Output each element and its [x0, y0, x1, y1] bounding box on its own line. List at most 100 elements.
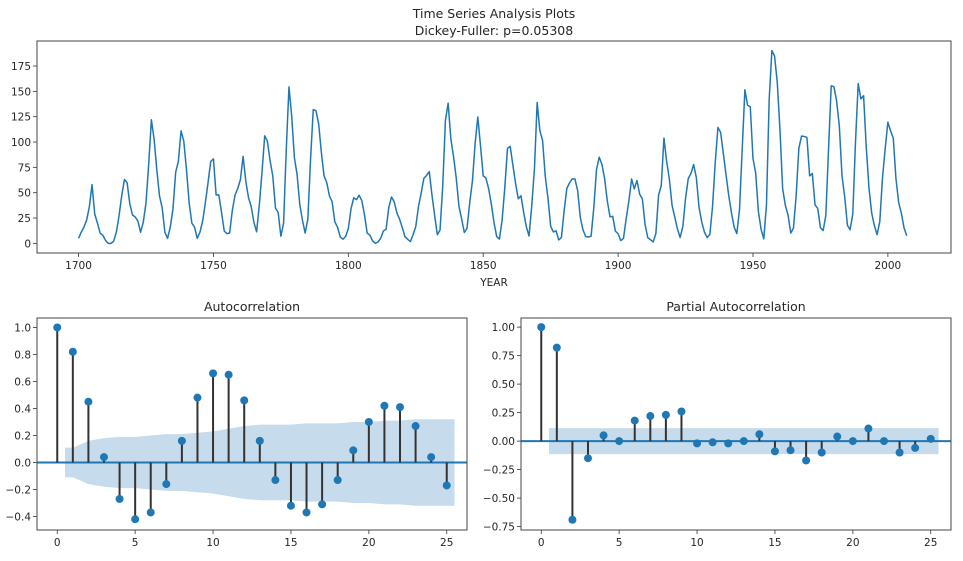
y-tick-label: 100 [11, 137, 31, 149]
stem-marker [911, 443, 920, 452]
stem-marker [770, 447, 779, 456]
stem-marker [427, 453, 436, 462]
stem-marker [864, 424, 873, 433]
stem-marker [537, 323, 546, 332]
y-tick-label: 1.00 [492, 322, 515, 334]
x-tick-label: 1750 [200, 260, 227, 272]
stem-marker [630, 416, 639, 425]
y-tick-label: 0.75 [492, 351, 515, 363]
stem-marker [84, 397, 93, 406]
x-tick-label: 1950 [740, 260, 767, 272]
y-tick-label: 75 [18, 162, 31, 174]
x-tick-label: 5 [616, 537, 623, 549]
stem-marker [926, 434, 935, 443]
acf-title: Autocorrelation [204, 299, 300, 314]
stem-marker [677, 407, 686, 416]
y-tick-label: −0.75 [483, 522, 515, 534]
stem-marker [364, 417, 373, 426]
figure-title: Time Series Analysis Plots [412, 6, 576, 21]
stem-marker [131, 515, 140, 524]
x-tick-label: 10 [206, 537, 219, 549]
x-tick-label: 15 [284, 537, 297, 549]
stem-marker [224, 370, 233, 379]
stem-marker [209, 369, 218, 378]
pacf-axes: 0 5 10 15 20 25 −0.75 −0.50 −0.25 0.00 0.25 0.50 0.7… [483, 317, 952, 549]
stem-marker [755, 430, 764, 439]
x-tick-label: 20 [846, 537, 859, 549]
y-tick-label: 0.25 [492, 408, 515, 420]
stem-marker [318, 500, 327, 509]
stem-marker [302, 508, 311, 517]
stem-marker [146, 508, 155, 517]
axes-frame [36, 317, 468, 531]
x-tick-label: 25 [924, 537, 937, 549]
y-tick-label: 150 [11, 86, 31, 98]
x-tick-label: 5 [132, 537, 139, 549]
y-tick-label: 175 [11, 61, 31, 73]
axes-frame [36, 40, 952, 254]
y-tick-label: 0.2 [14, 430, 31, 442]
y-tick-label: −0.50 [483, 493, 515, 505]
stem-marker [53, 323, 62, 332]
x-tick-label: 0 [538, 537, 545, 549]
y-tick-label: 0.6 [14, 376, 31, 388]
stem-marker [68, 347, 77, 356]
stem-marker [693, 439, 702, 448]
stem-marker [411, 422, 420, 431]
x-tick-label: 1850 [470, 260, 497, 272]
stem-marker [583, 454, 592, 463]
x-tick-label: 1800 [335, 260, 362, 272]
stem-marker [396, 403, 405, 412]
acf-axes: 0 5 10 15 20 25 −0.4 −0.2 0.0 0.2 0.4 0.6 0.8 1.0 [6, 317, 468, 549]
y-tick-label: −0.25 [483, 465, 515, 477]
stem-marker [99, 453, 108, 462]
stem-marker [724, 439, 733, 448]
stem-marker [802, 456, 811, 465]
y-tick-label: −0.4 [6, 511, 32, 523]
timeseries-axes: 1700 1750 1800 1850 1900 1950 2000 0 25 50 75 100 12… [11, 40, 952, 272]
stem-marker [552, 343, 561, 352]
stem-marker [708, 438, 717, 447]
y-tick-label: 0.8 [14, 349, 31, 361]
stem-marker [286, 501, 295, 510]
stem-marker [568, 515, 577, 524]
y-tick-label: 1.0 [14, 322, 31, 334]
stem-marker [661, 410, 670, 419]
stem-marker [880, 437, 889, 446]
stem-marker [786, 446, 795, 455]
x-tick-label: 15 [768, 537, 781, 549]
x-tick-label: 1700 [65, 260, 92, 272]
stem-marker [115, 494, 124, 503]
stem-marker [442, 481, 451, 490]
stem-marker [162, 480, 171, 489]
figure-subtitle: Dickey-Fuller: p=0.05308 [415, 23, 573, 38]
stem-marker [599, 431, 608, 440]
y-tick-label: 0.50 [492, 379, 515, 391]
stem-marker [817, 448, 826, 457]
x-tick-label: 0 [54, 537, 61, 549]
x-tick-label: 20 [362, 537, 375, 549]
stem-marker [349, 446, 358, 455]
stem-marker [895, 448, 904, 457]
y-tick-label: 125 [11, 112, 31, 124]
x-tick-label: 10 [690, 537, 703, 549]
y-tick-label: 0.4 [14, 403, 31, 415]
stem-marker [646, 412, 655, 421]
x-tick-label: 25 [440, 537, 453, 549]
stem-marker [177, 436, 186, 445]
y-tick-label: 25 [18, 213, 31, 225]
x-tick-label: 2000 [875, 260, 902, 272]
stem-marker [271, 476, 280, 485]
sunspot-series-line [77, 49, 908, 245]
stem-marker [255, 436, 264, 445]
y-tick-label: −0.2 [6, 484, 32, 496]
y-tick-label: 0.00 [492, 436, 515, 448]
stem-marker [833, 432, 842, 441]
stem-marker [193, 393, 202, 402]
timeseries-xlabel: YEAR [479, 277, 508, 289]
stem-marker [848, 437, 857, 446]
stem-marker [333, 476, 342, 485]
y-tick-label: 0 [24, 238, 31, 250]
axes-frame [520, 317, 952, 531]
